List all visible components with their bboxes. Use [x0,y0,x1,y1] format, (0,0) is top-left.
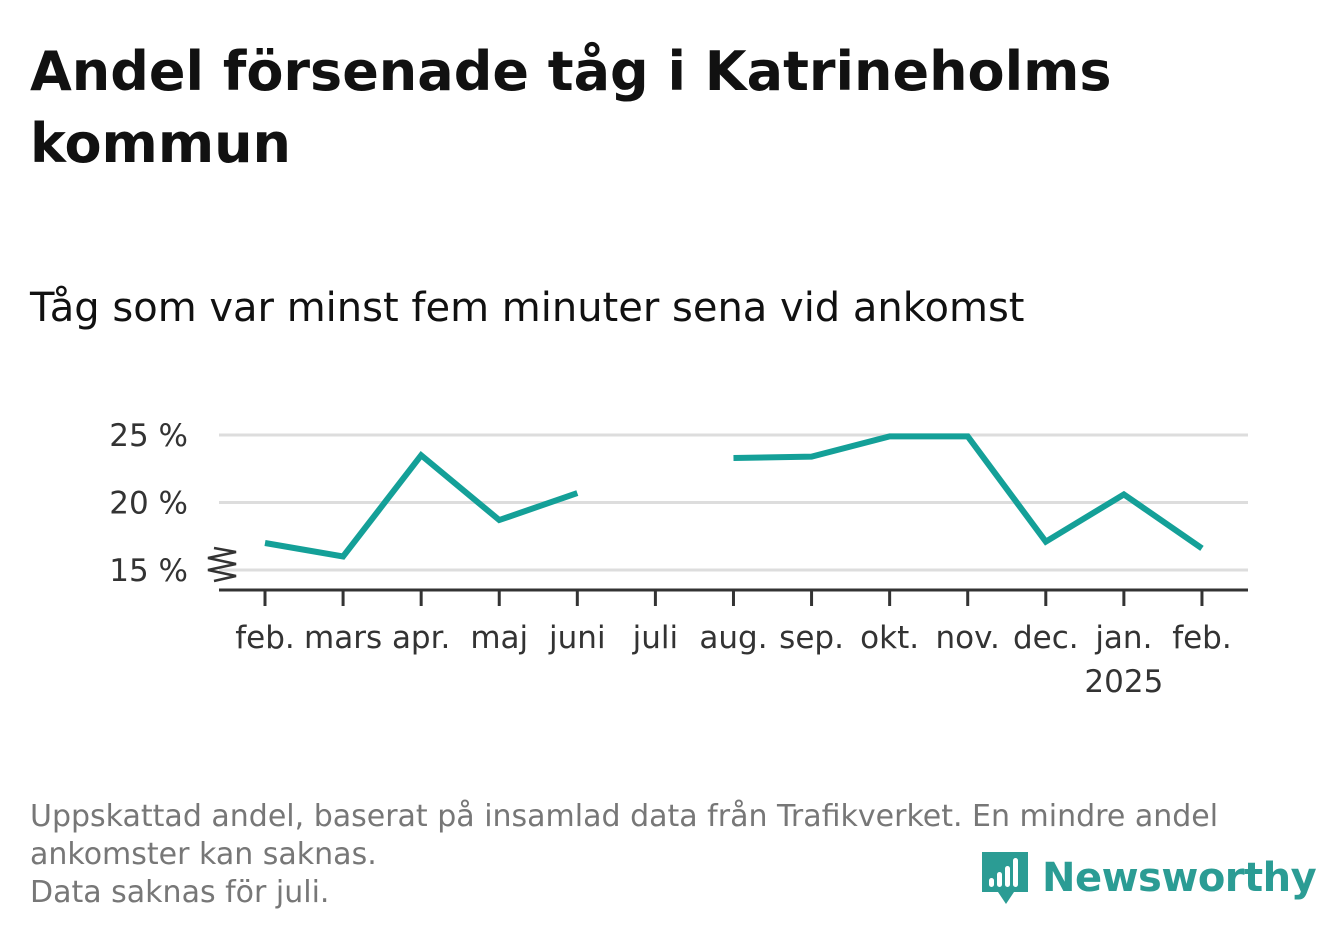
series-lines [264,433,1204,560]
footnote-line-3: Data saknas för juli. [30,875,330,910]
footnote-line-2: ankomster kan saknas. [30,837,377,872]
axis-break-icon [207,546,237,583]
y-tick-label: 15 % [109,553,188,589]
x-tick-label: dec. [1013,620,1079,656]
x-ticks: feb. mars apr. maj juni juli aug. sep. okt. nov. d… [235,590,1232,700]
chart-title: Andel försenade tåg i Katrineholms kommu… [30,40,1112,175]
series-line-segment [264,450,579,560]
y-tick-label: 20 % [109,486,188,522]
x-tick-label: aug. [699,620,767,656]
x-tick-label: mars [304,620,382,656]
x-tick-label: apr. [392,620,450,656]
x-tick-label: sep. [779,620,844,656]
x-tick-label: juli [632,620,679,656]
logo-text: Newsworthy [1042,855,1317,901]
x-tick-label: feb. [235,620,295,656]
footnote-line-1: Uppskattad andel, baserat på insamlad da… [30,799,1219,834]
x-tick-label: juni [548,620,606,656]
line-chart: 15 %20 %25 % feb. mars apr. maj juni juli aug.… [109,418,1248,700]
x-tick-label: jan. [1094,620,1152,656]
x-tick-label: nov. [936,620,1000,656]
axis-break [207,546,237,583]
x-tick-label: maj [470,620,528,656]
x-tick-label: feb. [1172,620,1232,656]
x-tick-year-label: 2025 [1084,664,1163,700]
x-tick-label: okt. [860,620,919,656]
footnote: Uppskattad andel, baserat på insamlad da… [30,798,1290,912]
newsworthy-chart-bubble-icon [982,852,1028,904]
y-tick-label: 25 % [109,418,188,454]
y-ticks: 15 % 20 % 25 % [109,418,188,589]
chart-subtitle: Tåg som var minst fem minuter sena vid a… [30,285,1025,331]
gridlines [219,433,1248,572]
series-line-segment [733,433,1204,551]
newsworthy-logo: Newsworthy [980,848,1317,908]
